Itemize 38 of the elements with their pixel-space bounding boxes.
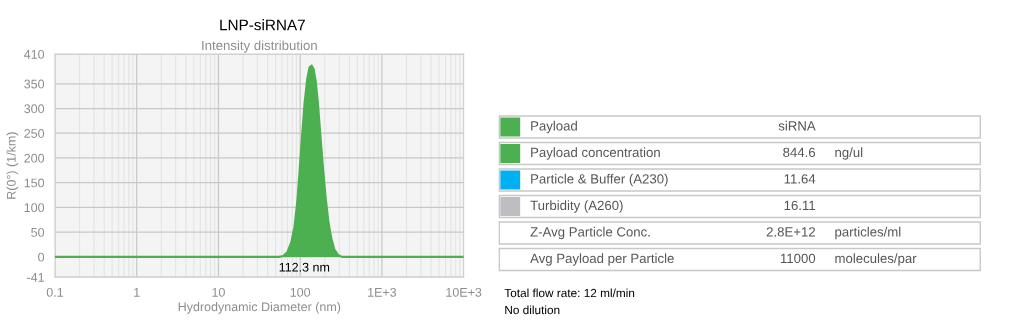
y-tick-label: -41	[27, 273, 44, 282]
text: 844.6	[783, 147, 816, 158]
y-tick-label: 200	[24, 153, 45, 163]
text: Total flow rate: 12 ml/min	[504, 288, 635, 298]
text: Payload	[531, 120, 577, 134]
y-tick-label: 350	[24, 79, 45, 89]
text: Z-Avg Particle Conc.	[530, 226, 650, 240]
annotation: 112.3 nm	[279, 262, 330, 272]
y-tick-label: 300	[24, 104, 45, 114]
text: Avg Payload per Particle	[530, 253, 674, 266]
y-tick-label: 50	[31, 227, 45, 237]
text: 11000	[780, 253, 816, 264]
text: Particle & Buffer (A230)	[531, 173, 668, 187]
y-tick-label: 100	[24, 203, 45, 213]
text: Turbidity (A260)	[530, 200, 623, 213]
text: particles/ml	[835, 226, 901, 240]
y-tick-label: 410	[24, 49, 45, 59]
x-tick-label: 0.1	[46, 287, 64, 297]
x-tick-label: 1E+3	[368, 287, 397, 297]
text: ng/ul	[835, 147, 863, 160]
text: 11.64	[784, 174, 816, 184]
x-tick-label: 1	[134, 288, 140, 297]
x-axis-title: Hydrodynamic Diameter (nm)	[178, 302, 341, 314]
text: Payload concentration	[531, 147, 660, 160]
x-tick-label: 100	[290, 287, 311, 297]
text: No dilution	[505, 305, 560, 315]
y-tick-label: 0	[38, 252, 45, 262]
x-tick-label: 10E+3	[446, 287, 482, 297]
text: 16.11	[784, 200, 816, 211]
y-tick-label: 150	[24, 178, 45, 188]
y-axis-title: R(0°) (1/km)	[6, 132, 19, 199]
chart-title: LNP-siRNA7	[220, 19, 305, 31]
text: 2.8E+12	[766, 227, 815, 237]
x-tick-label: 10	[212, 287, 225, 297]
text: molecules/par	[835, 253, 917, 266]
chart-subtitle: Intensity distribution	[202, 40, 317, 53]
text: siRNA	[778, 120, 816, 131]
y-tick-label: 250	[24, 129, 45, 138]
